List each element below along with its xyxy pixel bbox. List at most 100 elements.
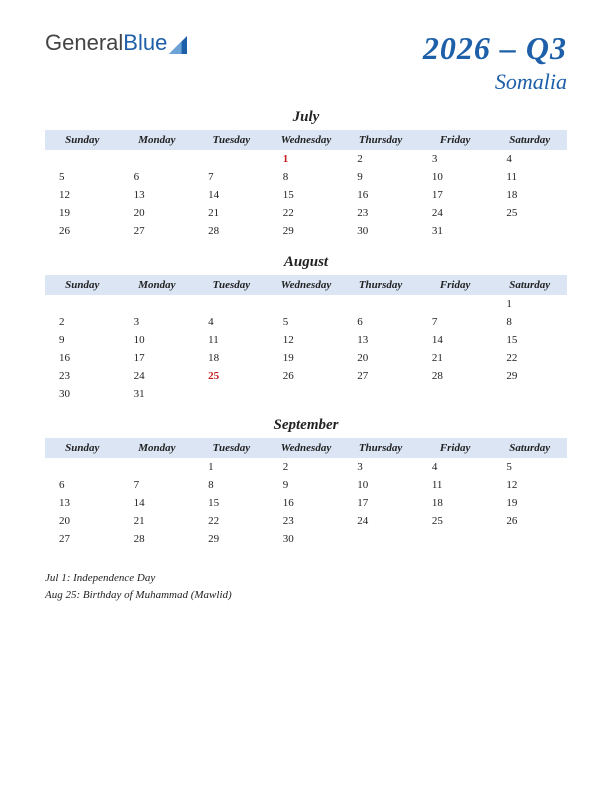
- day-cell: 21: [120, 512, 195, 530]
- day-header: Friday: [418, 130, 493, 150]
- day-cell: 16: [45, 349, 120, 367]
- day-cell: 5: [269, 313, 344, 331]
- day-cell: [343, 295, 418, 313]
- day-cell: 23: [343, 204, 418, 222]
- day-cell: 17: [418, 186, 493, 204]
- week-row: 1: [45, 295, 567, 313]
- day-cell: 7: [418, 313, 493, 331]
- day-cell: [492, 222, 567, 240]
- day-cell: 5: [492, 458, 567, 476]
- day-cell: 18: [194, 349, 269, 367]
- day-cell: 16: [269, 494, 344, 512]
- month-name: September: [45, 417, 567, 434]
- day-cell: 31: [418, 222, 493, 240]
- day-cell: 12: [269, 331, 344, 349]
- week-row: 6789101112: [45, 476, 567, 494]
- day-cell: 6: [45, 476, 120, 494]
- day-cell: 8: [492, 313, 567, 331]
- day-header: Sunday: [45, 275, 120, 295]
- day-cell: 11: [418, 476, 493, 494]
- week-row: 567891011: [45, 168, 567, 186]
- day-cell: 10: [120, 331, 195, 349]
- day-header: Tuesday: [194, 275, 269, 295]
- day-cell: 2: [343, 150, 418, 168]
- day-cell: [120, 458, 195, 476]
- day-header: Friday: [418, 438, 493, 458]
- day-cell: 8: [269, 168, 344, 186]
- logo-text-2: Blue: [123, 30, 167, 56]
- day-header: Thursday: [343, 438, 418, 458]
- day-cell: [418, 295, 493, 313]
- day-cell: 27: [120, 222, 195, 240]
- day-cell: 9: [269, 476, 344, 494]
- day-cell: 18: [418, 494, 493, 512]
- week-row: 20212223242526: [45, 512, 567, 530]
- day-header: Tuesday: [194, 438, 269, 458]
- month-name: July: [45, 109, 567, 126]
- day-cell: 4: [492, 150, 567, 168]
- day-cell: [492, 530, 567, 548]
- day-cell: 19: [492, 494, 567, 512]
- day-cell: 6: [343, 313, 418, 331]
- day-cell: 11: [492, 168, 567, 186]
- day-cell: 28: [418, 367, 493, 385]
- day-header: Monday: [120, 438, 195, 458]
- logo-triangle-icon: [169, 34, 187, 52]
- day-cell: 25: [492, 204, 567, 222]
- day-header: Saturday: [492, 438, 567, 458]
- day-cell: 14: [194, 186, 269, 204]
- day-cell: 30: [343, 222, 418, 240]
- day-cell: 29: [269, 222, 344, 240]
- day-cell: 14: [418, 331, 493, 349]
- day-cell: 28: [120, 530, 195, 548]
- day-cell: 20: [343, 349, 418, 367]
- day-cell: 17: [120, 349, 195, 367]
- month-table: SundayMondayTuesdayWednesdayThursdayFrid…: [45, 438, 567, 548]
- day-cell: 17: [343, 494, 418, 512]
- day-header: Sunday: [45, 130, 120, 150]
- day-cell: 22: [492, 349, 567, 367]
- page-title: 2026 – Q3: [423, 30, 567, 67]
- day-cell: 3: [418, 150, 493, 168]
- day-cell: 20: [45, 512, 120, 530]
- week-row: 2345678: [45, 313, 567, 331]
- day-header: Wednesday: [269, 130, 344, 150]
- week-row: 3031: [45, 385, 567, 403]
- day-header: Tuesday: [194, 130, 269, 150]
- calendar-month: AugustSundayMondayTuesdayWednesdayThursd…: [45, 254, 567, 403]
- day-cell: 9: [343, 168, 418, 186]
- day-header: Thursday: [343, 130, 418, 150]
- day-cell: 27: [343, 367, 418, 385]
- calendar-month: September SundayMondayTuesdayWednesdayThu…: [45, 417, 567, 548]
- day-cell: [194, 295, 269, 313]
- day-cell: [45, 150, 120, 168]
- day-cell: 1: [194, 458, 269, 476]
- day-cell: 25: [418, 512, 493, 530]
- day-header: Thursday: [343, 275, 418, 295]
- week-row: 12345: [45, 458, 567, 476]
- day-cell: 15: [194, 494, 269, 512]
- day-cell: 13: [120, 186, 195, 204]
- day-header: Monday: [120, 130, 195, 150]
- day-cell: 12: [45, 186, 120, 204]
- logo-text-1: General: [45, 30, 123, 56]
- day-cell: 7: [120, 476, 195, 494]
- day-cell: 26: [492, 512, 567, 530]
- week-row: 16171819202122: [45, 349, 567, 367]
- day-cell: 21: [194, 204, 269, 222]
- day-cell: [194, 385, 269, 403]
- month-name: August: [45, 254, 567, 271]
- week-row: 23242526272829: [45, 367, 567, 385]
- day-header: Sunday: [45, 438, 120, 458]
- day-cell: 8: [194, 476, 269, 494]
- week-row: 27282930: [45, 530, 567, 548]
- calendars-container: JulySundayMondayTuesdayWednesdayThursday…: [45, 109, 567, 548]
- day-cell: 13: [343, 331, 418, 349]
- day-cell: [343, 530, 418, 548]
- day-cell: 19: [45, 204, 120, 222]
- day-cell: 1: [492, 295, 567, 313]
- day-header: Wednesday: [269, 275, 344, 295]
- logo: GeneralBlue: [45, 30, 187, 56]
- day-cell: [45, 458, 120, 476]
- holiday-note: Jul 1: Independence Day: [45, 570, 567, 587]
